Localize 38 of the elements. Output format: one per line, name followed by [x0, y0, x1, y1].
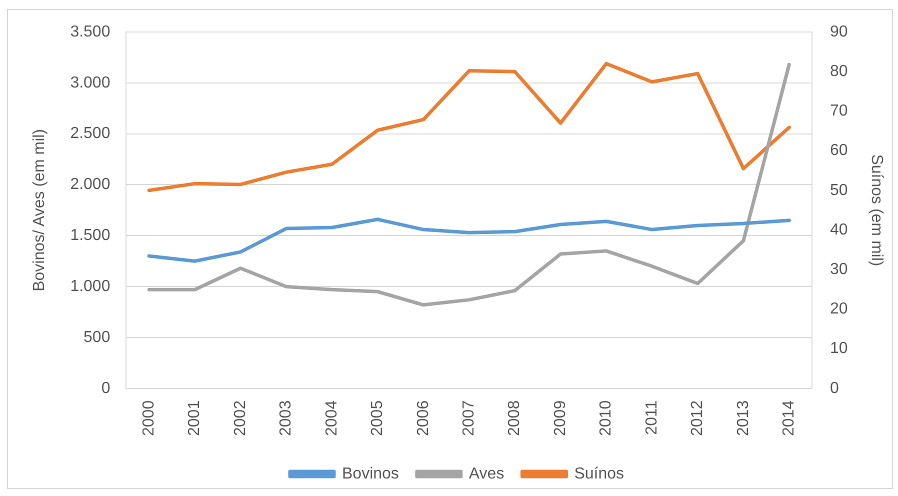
y2-tick-label: 60 — [830, 142, 848, 160]
y-tick-label: 1.000 — [70, 278, 110, 295]
y2-tick-label: 50 — [830, 182, 848, 199]
y2-tick-label: 80 — [830, 63, 848, 80]
y-axis-title: Bovinos/ Aves (em mil) — [31, 128, 48, 292]
y2-tick-label: 70 — [830, 102, 848, 120]
x-tick-label: 2010 — [598, 400, 615, 436]
x-tick-label: 2000 — [140, 400, 158, 436]
x-tick-label: 2013 — [734, 400, 752, 436]
y2-tick-label: 10 — [830, 340, 848, 358]
y-tick-label: 2.500 — [70, 125, 110, 142]
x-tick-label: 2012 — [689, 400, 706, 436]
y-tick-label: 0 — [101, 380, 110, 397]
legend-label: Suínos — [574, 465, 624, 482]
x-tick-label: 2004 — [323, 400, 340, 436]
legend-label: Bovinos — [342, 465, 399, 482]
x-tick-label: 2008 — [506, 400, 524, 436]
y-tick-label: 2.000 — [70, 176, 110, 194]
y2-tick-label: 40 — [830, 221, 848, 238]
y2-tick-label: 90 — [830, 23, 848, 40]
x-tick-label: 2014 — [780, 400, 798, 436]
x-tick-label: 2002 — [232, 400, 249, 436]
x-tick-label: 2006 — [414, 400, 432, 436]
y2-axis-title: Suínos (em mil) — [868, 154, 885, 266]
x-tick-label: 2007 — [460, 400, 478, 436]
x-tick-label: 2001 — [186, 400, 204, 436]
x-tick-label: 2011 — [643, 400, 660, 435]
x-tick-label: 2003 — [278, 400, 295, 436]
y-tick-label: 3.500 — [70, 23, 110, 40]
y-tick-label: 500 — [84, 328, 110, 346]
y2-tick-label: 30 — [830, 261, 848, 278]
x-tick-label: 2009 — [552, 400, 569, 436]
x-tick-label: 2005 — [369, 400, 386, 436]
y2-tick-label: 20 — [830, 300, 848, 318]
y-tick-label: 3.000 — [70, 74, 110, 92]
legend-label: Aves — [468, 465, 504, 482]
y-tick-label: 1.500 — [70, 227, 110, 244]
y2-tick-label: 0 — [830, 380, 840, 397]
